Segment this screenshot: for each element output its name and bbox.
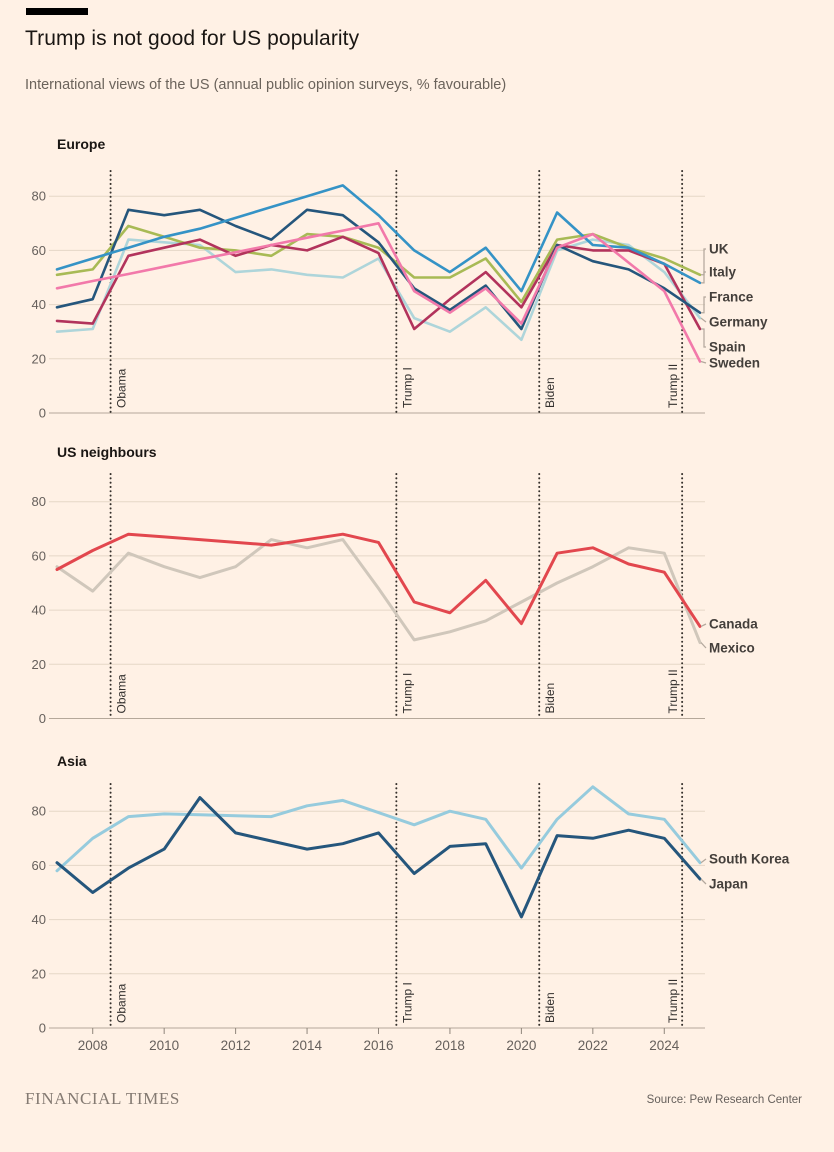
x-axis-label: 2014 (292, 1038, 323, 1053)
panel-title-asia: Asia (57, 753, 87, 769)
x-axis-label: 2018 (435, 1038, 465, 1053)
x-axis-label: 2020 (506, 1038, 536, 1053)
y-axis-label: 20 (32, 657, 46, 672)
y-axis-label: 80 (32, 494, 46, 509)
y-axis-label: 20 (32, 966, 46, 981)
germany-line (55, 238, 702, 342)
japan-label: Japan (709, 877, 748, 892)
x-axis-label: 2016 (363, 1038, 393, 1053)
x-axis-label: 2024 (649, 1038, 680, 1053)
page-title: Trump is not good for US popularity (25, 27, 360, 50)
spain-line (55, 235, 702, 331)
y-axis-label: 40 (32, 603, 46, 618)
panel-title-europe: Europe (57, 136, 106, 152)
y-axis-label: 20 (32, 351, 46, 366)
label-leader (700, 642, 707, 649)
label-leader (701, 271, 706, 284)
label-leader (701, 328, 706, 348)
y-axis-label: 60 (32, 548, 46, 563)
label-leader (700, 623, 707, 627)
uk-label: UK (709, 242, 729, 257)
sweden-label: Sweden (709, 356, 760, 371)
x-axis-label: 2010 (149, 1038, 179, 1053)
label-leader (700, 858, 707, 864)
italy-label: Italy (709, 265, 737, 280)
president-label: Biden (543, 992, 557, 1023)
top-rule (26, 8, 88, 15)
y-axis-label: 40 (32, 912, 46, 927)
president-label: Trump II (666, 364, 680, 408)
sweden-line (55, 222, 702, 363)
canada-label: Canada (709, 617, 758, 632)
label-leader (700, 317, 707, 323)
label-leader (700, 878, 707, 885)
president-label: Trump II (666, 979, 680, 1023)
france-label: France (709, 290, 754, 305)
label-leader (701, 296, 706, 314)
president-label: Biden (543, 377, 557, 408)
y-axis-label: 80 (32, 804, 46, 819)
x-axis-label: 2012 (221, 1038, 251, 1053)
spain-label: Spain (709, 340, 746, 355)
y-axis-label: 0 (39, 1021, 46, 1036)
president-label: Obama (115, 983, 129, 1023)
president-label: Trump I (400, 673, 414, 714)
y-axis-label: 80 (32, 189, 46, 204)
italy-line (55, 184, 702, 293)
label-leader (700, 360, 707, 364)
south-korea-label: South Korea (709, 852, 790, 867)
france-line (55, 208, 702, 331)
president-label: Trump I (400, 367, 414, 408)
germany-label: Germany (709, 315, 768, 330)
label-leader (701, 248, 706, 276)
president-label: Obama (115, 674, 129, 714)
panel-title-us-neighbours: US neighbours (57, 444, 157, 460)
page-subtitle: International views of the US (annual pu… (25, 77, 507, 93)
president-label: Trump I (400, 982, 414, 1023)
president-label: Trump II (666, 669, 680, 713)
mexico-label: Mexico (709, 641, 755, 656)
x-axis-label: 2008 (78, 1038, 108, 1053)
south-korea-line (55, 785, 702, 873)
y-axis-label: 60 (32, 858, 46, 873)
y-axis-label: 0 (39, 406, 46, 421)
source-note: Source: Pew Research Center (646, 1094, 802, 1106)
president-label: Obama (115, 368, 129, 408)
japan-line (55, 796, 702, 919)
y-axis-label: 0 (39, 711, 46, 726)
y-axis-label: 40 (32, 297, 46, 312)
canada-line (55, 532, 702, 628)
x-axis-label: 2022 (578, 1038, 608, 1053)
president-label: Biden (543, 683, 557, 714)
y-axis-label: 60 (32, 243, 46, 258)
mexico-line (55, 538, 702, 645)
brand-wordmark: FINANCIAL TIMES (25, 1089, 180, 1108)
